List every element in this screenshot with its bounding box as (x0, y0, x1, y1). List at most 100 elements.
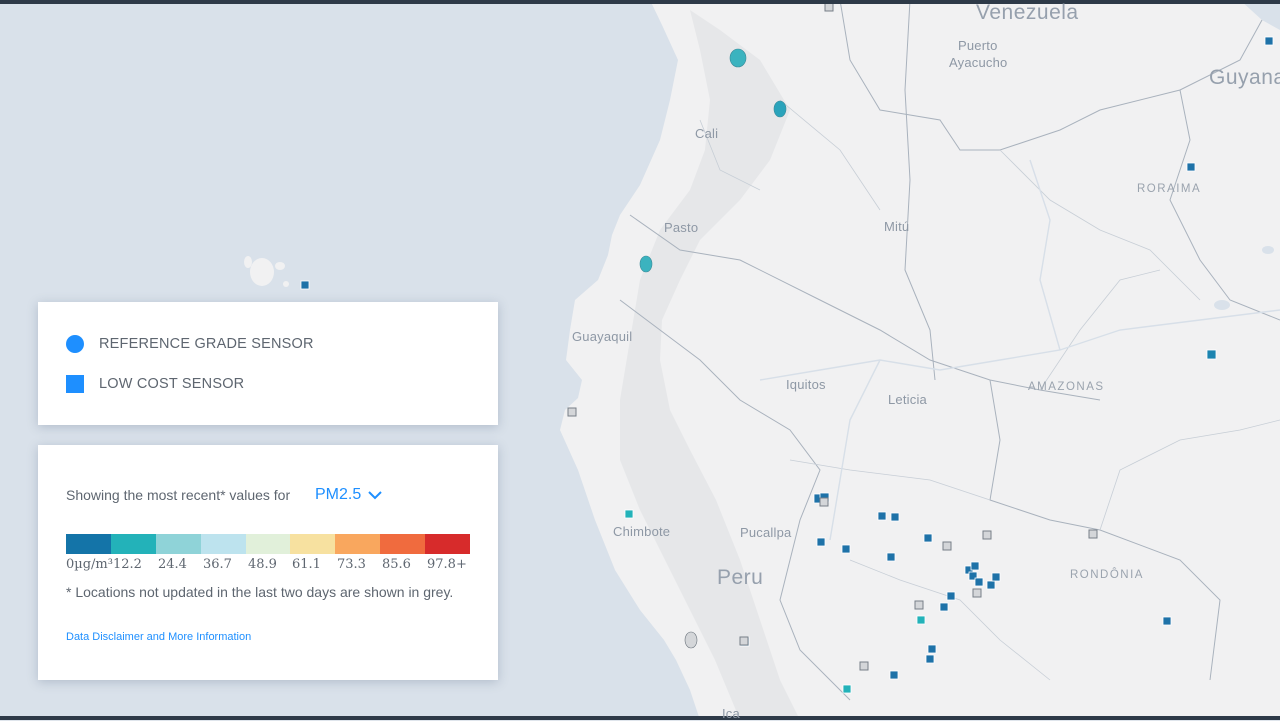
stale-sensor-markers (567, 2, 1098, 671)
stale-locations-note: * Locations not updated in the last two … (66, 584, 454, 600)
sensor-marker[interactable] (859, 661, 869, 671)
map-label-ica: Ica (722, 706, 740, 721)
legend-row-reference: REFERENCE GRADE SENSOR (66, 335, 314, 353)
country-borders (619, 0, 1280, 701)
color-scale-segment (245, 534, 291, 554)
sensor-marker[interactable] (942, 541, 952, 551)
region-borders (699, 99, 1280, 681)
sensor-marker[interactable] (974, 577, 984, 587)
lakes (1214, 246, 1274, 310)
sensor-marker[interactable] (982, 530, 992, 540)
color-scale-segment (66, 534, 111, 554)
map-label-rondonia: RONDÔNIA (1070, 569, 1144, 581)
land-south-america (560, 0, 1280, 720)
sensor-marker[interactable] (1162, 616, 1172, 626)
color-scale-segment (380, 534, 426, 554)
sensor-marker[interactable] (923, 533, 933, 543)
circle-icon (66, 335, 84, 353)
top-border (0, 0, 1280, 4)
sensor-marker[interactable] (889, 670, 899, 680)
legend-reference-label: REFERENCE GRADE SENSOR (99, 336, 314, 352)
square-icon (66, 375, 84, 393)
sensor-marker[interactable] (890, 512, 900, 522)
sensor-marker[interactable] (927, 644, 937, 654)
sensor-marker[interactable] (824, 2, 834, 12)
sensor-marker[interactable] (970, 561, 980, 571)
scale-tick-label: 61.1 (292, 557, 321, 572)
scale-tick-label: 36.7 (203, 557, 232, 572)
andes-shading (620, 10, 800, 720)
color-scale-segment (290, 534, 336, 554)
sensor-marker[interactable] (567, 407, 577, 417)
sensor-marker[interactable] (1186, 162, 1196, 172)
sensor-marker[interactable] (968, 571, 978, 581)
bottom-border (0, 716, 1280, 720)
map-label-iquitos: Iquitos (786, 377, 826, 392)
sensor-marker[interactable] (1088, 529, 1098, 539)
scale-tick-label: 48.9 (248, 557, 277, 572)
sensor-marker[interactable] (914, 600, 924, 610)
sensor-marker[interactable] (1206, 349, 1217, 360)
scale-tick-label: 12.2 (113, 557, 142, 572)
parameter-dropdown[interactable]: PM2.5 (315, 486, 383, 504)
map-label-pucallpa: Pucallpa (740, 525, 792, 540)
scale-tick-label: 24.4 (158, 557, 187, 572)
sensor-marker[interactable] (939, 602, 949, 612)
galapagos-islands (244, 256, 289, 287)
sensor-marker[interactable] (916, 615, 926, 625)
map-label-ayacucho: Ayacucho (949, 55, 1008, 70)
map-label-chimbote: Chimbote (613, 524, 671, 539)
disclaimer-link[interactable]: Data Disclaimer and More Information (66, 631, 252, 643)
map-label-guyana: Guyana (1209, 66, 1280, 89)
parameter-value: PM2.5 (315, 486, 362, 503)
sensor-marker[interactable] (841, 544, 851, 554)
map-label-guayaquil: Guayaquil (572, 329, 633, 344)
color-scale-ticks: 0µg/m³ 12.2 24.4 36.7 48.9 61.1 73.3 85.6 97.8+ (66, 557, 476, 575)
map-label-amazonas: AMAZONAS (1028, 381, 1105, 393)
scale-tick-label: 0µg/m³ (66, 557, 113, 572)
sensor-marker[interactable] (300, 280, 310, 290)
map-label-peru: Peru (717, 566, 764, 589)
rivers (759, 159, 1280, 541)
sensor-cluster[interactable] (684, 631, 698, 649)
map-label-mitu: Mitú (884, 219, 910, 234)
map-label-puerto: Puerto (958, 38, 998, 53)
sensor-cluster[interactable] (639, 255, 653, 273)
sensor-marker[interactable] (624, 509, 634, 519)
sensor-marker[interactable] (986, 580, 996, 590)
sensor-marker[interactable] (739, 636, 749, 646)
scale-tick-label: 97.8+ (427, 557, 467, 572)
sensor-marker[interactable] (946, 591, 956, 601)
showing-text: Showing the most recent* values for (66, 487, 291, 503)
scale-tick-label: 85.6 (382, 557, 411, 572)
color-scale-segment (155, 534, 201, 554)
legend-row-low-cost: LOW COST SENSOR (66, 375, 244, 393)
reference-sensor-clusters (639, 48, 787, 649)
map-label-leticia: Leticia (888, 392, 927, 407)
color-scale-bar (66, 534, 471, 554)
sensor-marker[interactable] (925, 654, 935, 664)
scale-tick-label: 73.3 (337, 557, 366, 572)
color-scale-segment (335, 534, 381, 554)
value-scale-panel: Showing the most recent* values for PM2.… (38, 445, 498, 680)
sensor-marker[interactable] (886, 552, 896, 562)
color-scale-segment (200, 534, 246, 554)
color-scale-segment (110, 534, 156, 554)
sensor-marker[interactable] (1264, 36, 1274, 46)
sensor-marker[interactable] (972, 588, 982, 598)
map-label-venezuela: Venezuela (976, 1, 1079, 24)
map-label-pasto: Pasto (664, 220, 699, 235)
sensor-marker[interactable] (877, 511, 887, 521)
chevron-down-icon (368, 491, 382, 500)
sensor-cluster[interactable] (773, 100, 787, 118)
color-scale-segment (425, 534, 471, 554)
sensor-marker[interactable] (991, 572, 1001, 582)
sensor-marker[interactable] (816, 537, 826, 547)
sensor-marker[interactable] (842, 684, 852, 694)
sensor-marker[interactable] (819, 497, 829, 507)
sensor-type-legend: REFERENCE GRADE SENSOR LOW COST SENSOR (38, 302, 498, 425)
legend-low-cost-label: LOW COST SENSOR (99, 376, 245, 392)
map-label-roraima: RORAIMA (1137, 183, 1202, 195)
map-label-cali: Cali (695, 126, 719, 141)
sensor-cluster[interactable] (729, 48, 747, 68)
